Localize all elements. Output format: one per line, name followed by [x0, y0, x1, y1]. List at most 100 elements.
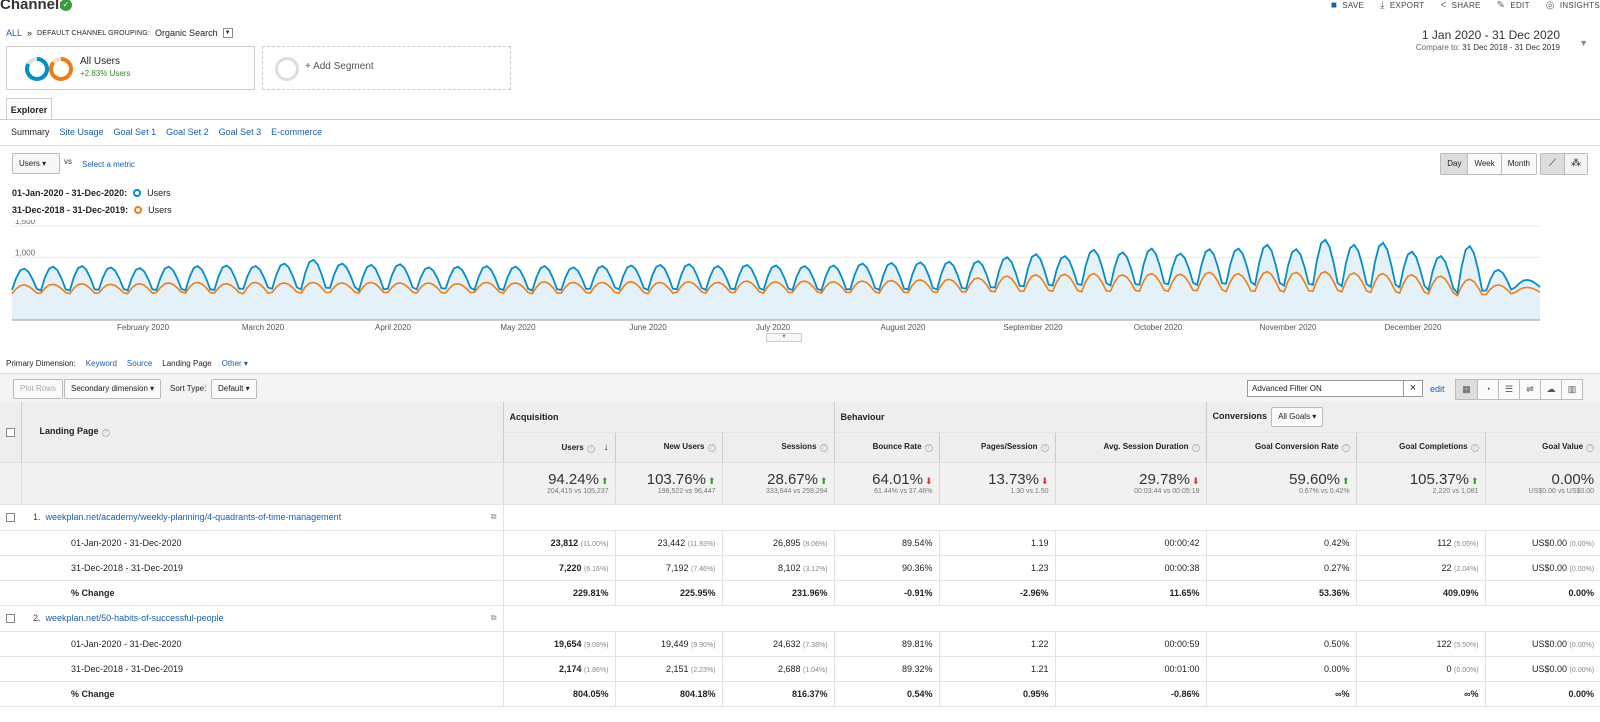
- plot-rows-button[interactable]: Plot Rows: [13, 379, 64, 399]
- comparison-icon[interactable]: ⇌: [1519, 380, 1540, 399]
- copy-icon[interactable]: ⧉: [490, 613, 497, 622]
- vs-label: VS: [64, 160, 73, 166]
- breadcrumb-value: Organic Search: [155, 28, 218, 38]
- row-spacer: [0, 681, 21, 707]
- arrow-down-icon: ⬇: [1040, 476, 1049, 486]
- column-header-goal-completions[interactable]: Goal Completions?: [1355, 432, 1486, 463]
- data-table-icon[interactable]: ▦: [1456, 380, 1477, 399]
- insights-icon: ◎: [1545, 0, 1555, 11]
- column-header-users[interactable]: Users? ↓: [502, 432, 615, 463]
- column-header-bounce-rate[interactable]: Bounce Rate?: [833, 432, 940, 463]
- sort-type-select[interactable]: Default ▾: [211, 379, 257, 399]
- performance-icon[interactable]: ☰: [1498, 380, 1519, 399]
- filter-edit-link[interactable]: edit: [1430, 384, 1445, 394]
- sort-arrow-icon[interactable]: ↓: [600, 441, 609, 453]
- arrow-up-icon: ⬆: [707, 476, 716, 486]
- column-header-pages-session[interactable]: Pages/Session?: [938, 432, 1056, 463]
- table-cell: 23,812 (11.00%): [502, 530, 615, 556]
- subtab-goal-set-2[interactable]: Goal Set 2: [166, 127, 209, 137]
- table-view-toggle: ▦ ◔ ☰ ⇌ ☁ ▥: [1455, 379, 1583, 400]
- table-header-groups: Landing Page? Acquisition Behaviour Conv…: [0, 402, 1600, 463]
- date-dropdown-icon[interactable]: ▼: [1579, 38, 1588, 48]
- segment-all-users[interactable]: All Users +2.83% Users: [6, 46, 255, 90]
- subtab-goal-set-3[interactable]: Goal Set 3: [218, 127, 262, 137]
- table-subrow: 31-Dec-2018 - 31-Dec-2019 2,174 (1.86%) 2,…: [0, 656, 1600, 682]
- table-cell: 23,442 (11.93%): [614, 530, 722, 556]
- top-bar: Channels ✓ ■ SAVE ⤓ EXPORT < SHARE ✎ EDIT ◎ I…: [0, 0, 1600, 18]
- landing-page-link[interactable]: weekplan.net/academy/weekly-planning/4-q…: [45, 512, 342, 522]
- secondary-dimension-select[interactable]: Secondary dimension ▾: [64, 379, 162, 399]
- select-all-checkbox[interactable]: [0, 402, 21, 463]
- chevron-down-icon: ▾: [42, 159, 47, 168]
- pivot-icon[interactable]: ▥: [1561, 380, 1582, 399]
- select-metric-link[interactable]: Select a metric: [82, 160, 135, 169]
- column-header-goal-value[interactable]: Goal Value?: [1484, 432, 1600, 463]
- share-button[interactable]: < SHARE: [1440, 0, 1481, 11]
- date-range-picker[interactable]: 1 Jan 2020 - 31 Dec 2020 Compare to: 31 …: [1415, 28, 1560, 52]
- dimension-landing-page[interactable]: Landing Page: [162, 359, 212, 368]
- chevron-down-icon: ▾: [245, 384, 250, 393]
- copy-icon[interactable]: ⧉: [490, 512, 497, 521]
- table-cell: 804.05%: [502, 681, 615, 707]
- table-subrow: % Change 804.05% 804.18% 816.37% 0.54% 0.95% -…: [0, 681, 1600, 707]
- row-checkbox[interactable]: [0, 504, 21, 531]
- subtab-goal-set-1[interactable]: Goal Set 1: [113, 127, 157, 137]
- period-week-button[interactable]: Week: [1467, 154, 1501, 174]
- column-header-new-users[interactable]: New Users?: [614, 432, 722, 463]
- checkbox-icon: [6, 614, 15, 624]
- add-segment-button[interactable]: + Add Segment: [262, 46, 511, 90]
- table-cell: 22 (2.04%): [1355, 555, 1486, 581]
- line-chart-icon[interactable]: ⟋: [1541, 154, 1564, 174]
- table-cell: 00:00:38: [1054, 555, 1207, 581]
- acquisition-group-header: Acquisition: [502, 402, 835, 433]
- subtab-site-usage[interactable]: Site Usage: [59, 127, 104, 137]
- table-cell: 11.65%: [1054, 580, 1207, 606]
- subtab-summary[interactable]: Summary: [11, 127, 50, 137]
- column-header-avg-session-duration[interactable]: Avg. Session Duration?: [1054, 432, 1207, 463]
- subrow-label: 01-Jan-2020 - 31-Dec-2020: [21, 530, 503, 556]
- subtab-ecommerce[interactable]: E-commerce: [271, 127, 323, 137]
- term-cloud-icon[interactable]: ☁: [1540, 380, 1561, 399]
- pie-chart-icon[interactable]: ◔: [1477, 380, 1498, 399]
- goal-select[interactable]: All Goals ▾: [1271, 406, 1324, 427]
- breadcrumb-all-link[interactable]: ALL: [6, 28, 23, 38]
- metric-select[interactable]: Users ▾: [12, 153, 60, 174]
- dimension-keyword[interactable]: Keyword: [85, 359, 117, 368]
- save-button[interactable]: ■ SAVE: [1330, 0, 1365, 11]
- x-tick-label: December 2020: [1385, 323, 1442, 332]
- tab-explorer[interactable]: Explorer: [6, 98, 52, 120]
- dimension-other[interactable]: Other ▾: [221, 359, 248, 368]
- chart-resize-handle[interactable]: ▼: [766, 333, 802, 342]
- table-toolbar: Plot Rows Secondary dimension ▾ Sort Typ…: [0, 373, 1600, 402]
- chevron-down-icon[interactable]: ▼: [222, 28, 233, 38]
- table-cell: 7,220 (6.16%): [502, 555, 615, 581]
- row-spacer: [0, 580, 21, 606]
- landing-page-cell: 1. weekplan.net/academy/weekly-planning/…: [21, 504, 503, 531]
- table-subrow: 31-Dec-2018 - 31-Dec-2019 7,220 (6.16%) 7,…: [0, 555, 1600, 581]
- insights-button[interactable]: ◎ INSIGHTS: [1545, 0, 1600, 11]
- add-segment-icon: [275, 57, 299, 81]
- advanced-filter-input[interactable]: Advanced Filter ON: [1247, 380, 1423, 397]
- table-row: 1. weekplan.net/academy/weekly-planning/…: [0, 504, 1600, 531]
- column-header-sessions[interactable]: Sessions?: [721, 432, 835, 463]
- row-spacer: [0, 530, 21, 556]
- edit-button[interactable]: ✎ EDIT: [1496, 0, 1530, 11]
- landing-page-link[interactable]: weekplan.net/50-habits-of-successful-peo…: [45, 613, 224, 623]
- close-icon[interactable]: ×: [1403, 380, 1423, 397]
- export-button[interactable]: ⤓ EXPORT: [1380, 0, 1425, 11]
- column-header-goal-conversion-rate[interactable]: Goal Conversion Rate?: [1205, 432, 1357, 463]
- x-tick-label: November 2020: [1260, 323, 1317, 332]
- table-cell: 0.54%: [833, 681, 940, 707]
- table-cell: US$0.00 (0.00%): [1484, 530, 1600, 556]
- motion-chart-icon[interactable]: ⁂: [1564, 154, 1587, 174]
- period-day-button[interactable]: Day: [1441, 154, 1468, 174]
- dimension-source[interactable]: Source: [126, 359, 153, 368]
- row-checkbox[interactable]: [0, 605, 21, 632]
- table-cell: 1.21: [938, 656, 1056, 682]
- table-cell: 229.81%: [502, 580, 615, 606]
- series-area-current: [12, 239, 1540, 320]
- table-cell: 8,102 (3.12%): [721, 555, 835, 581]
- landing-page-header[interactable]: Landing Page?: [20, 402, 503, 463]
- period-month-button[interactable]: Month: [1500, 154, 1536, 174]
